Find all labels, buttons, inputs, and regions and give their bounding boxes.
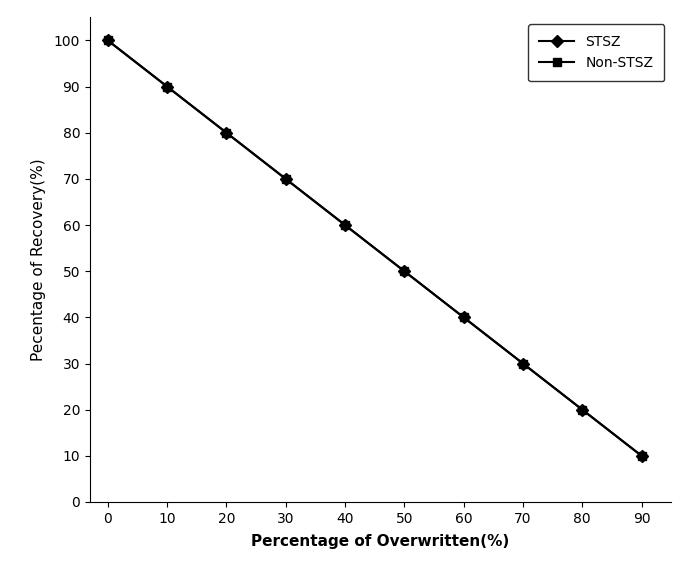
Line: Non-STSZ: Non-STSZ <box>104 36 646 460</box>
STSZ <box>222 129 230 136</box>
STSZ <box>282 175 290 182</box>
Non-STSZ <box>341 222 349 228</box>
STSZ <box>637 452 646 459</box>
STSZ <box>578 406 586 413</box>
X-axis label: Percentage of Overwritten(%): Percentage of Overwritten(%) <box>251 534 510 549</box>
Non-STSZ <box>637 452 646 459</box>
Non-STSZ <box>222 129 230 136</box>
STSZ <box>341 222 349 228</box>
Non-STSZ <box>400 268 408 275</box>
Line: STSZ: STSZ <box>104 36 646 460</box>
Y-axis label: Pecentage of Recovery(%): Pecentage of Recovery(%) <box>30 158 46 361</box>
STSZ <box>519 360 527 367</box>
STSZ <box>163 83 171 90</box>
Non-STSZ <box>578 406 586 413</box>
Non-STSZ <box>519 360 527 367</box>
STSZ <box>459 314 468 321</box>
Legend: STSZ, Non-STSZ: STSZ, Non-STSZ <box>528 24 664 81</box>
STSZ <box>104 37 112 44</box>
Non-STSZ <box>104 37 112 44</box>
Non-STSZ <box>282 175 290 182</box>
Non-STSZ <box>459 314 468 321</box>
Non-STSZ <box>163 83 171 90</box>
STSZ <box>400 268 408 275</box>
